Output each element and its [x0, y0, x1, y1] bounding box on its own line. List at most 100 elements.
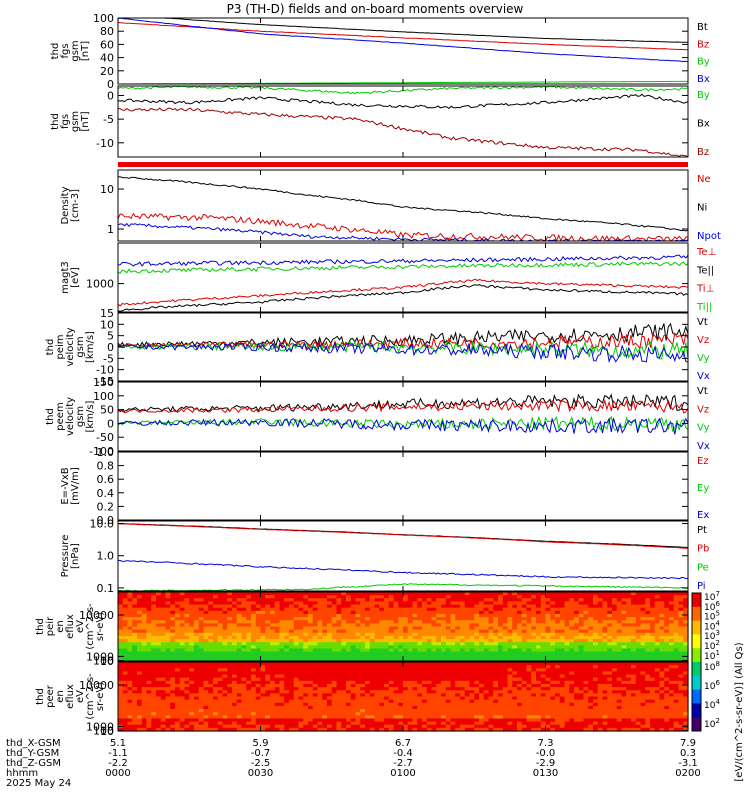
- spectrogram-cell: [450, 665, 456, 669]
- spectrogram-cell: [683, 607, 689, 612]
- spectrogram-cell: [274, 592, 281, 596]
- spectrogram-cell: [265, 727, 271, 732]
- spectrogram-cell: [222, 690, 228, 694]
- spectrogram-cell: [141, 680, 148, 685]
- spectrogram-cell: [122, 617, 129, 621]
- y-tick-label: 0.6: [97, 473, 115, 486]
- spectrogram-cell: [160, 677, 167, 682]
- spectrogram-cell: [479, 654, 485, 659]
- spectrogram-cell: [165, 721, 171, 726]
- spectrogram-cell: [431, 715, 437, 720]
- legend-item: Npot: [697, 231, 721, 242]
- spectrogram-cell: [388, 610, 395, 615]
- spectrogram-cell: [217, 617, 224, 621]
- spectrogram-cell: [141, 702, 148, 707]
- spectrogram-cell: [160, 607, 167, 612]
- spectrogram-cell: [517, 715, 523, 720]
- spectrogram-cell: [184, 671, 190, 676]
- spectrogram-cell: [460, 683, 466, 688]
- spectrogram-cell: [255, 632, 262, 637]
- spectrogram-cell: [412, 629, 418, 634]
- spectrogram-cell: [360, 671, 366, 676]
- spectrogram-cell: [241, 657, 247, 662]
- spectrogram-cell: [189, 639, 195, 643]
- spectrogram-cell: [512, 715, 518, 720]
- spectrogram-cell: [384, 601, 390, 606]
- spectrogram-cell: [659, 623, 665, 628]
- spectrogram-cell: [246, 595, 252, 599]
- spectrogram-cell: [274, 665, 281, 669]
- spectrogram-cell: [203, 639, 209, 643]
- spectrogram-cell: [203, 665, 209, 669]
- spectrogram-cell: [621, 651, 627, 656]
- spectrogram-cell: [578, 604, 585, 609]
- spectrogram-cell: [384, 592, 390, 596]
- spectrogram-cell: [526, 601, 532, 606]
- spectrogram-cell: [431, 702, 437, 707]
- spectrogram-cell: [327, 626, 333, 631]
- spectrogram-cell: [403, 607, 409, 612]
- spectrogram-cell: [265, 671, 271, 676]
- spectrogram-cell: [673, 654, 680, 659]
- spectrogram-cell: [417, 639, 423, 643]
- spectrogram-cell: [488, 629, 494, 634]
- spectrogram-cell: [436, 721, 442, 726]
- spectrogram-cell: [246, 693, 252, 698]
- spectrogram-cell: [426, 727, 433, 732]
- spectrogram-cell: [308, 642, 314, 646]
- spectrogram-cell: [422, 677, 428, 682]
- spectrogram-cell: [132, 645, 138, 650]
- spectrogram-cell: [588, 639, 594, 643]
- spectrogram-cell: [616, 613, 623, 618]
- spectrogram-cell: [160, 712, 167, 716]
- spectrogram-cell: [156, 705, 162, 710]
- spectrogram-cell: [156, 690, 162, 694]
- spectrogram-cell: [422, 674, 428, 679]
- spectrogram-cell: [141, 683, 148, 688]
- spectrogram-cell: [336, 648, 342, 653]
- spectrogram-cell: [203, 712, 209, 716]
- spectrogram-cell: [550, 718, 556, 723]
- spectrogram-cell: [189, 601, 195, 606]
- spectrogram-cell: [203, 680, 209, 685]
- spectrogram-cell: [502, 642, 509, 646]
- spectrogram-cell: [460, 718, 466, 723]
- spectrogram-cell: [270, 629, 276, 634]
- spectrogram-cell: [308, 651, 314, 656]
- spectrogram-cell: [203, 613, 209, 618]
- spectrogram-cell: [293, 648, 300, 653]
- spectrogram-cell: [526, 626, 532, 631]
- spectrogram-cell: [179, 657, 186, 662]
- spectrogram-cell: [198, 657, 205, 662]
- spectrogram-cell: [327, 639, 333, 643]
- spectrogram-cell: [507, 674, 513, 679]
- spectrogram-cell: [265, 598, 271, 603]
- spectrogram-cell: [198, 604, 205, 609]
- spectrogram-cell: [412, 639, 418, 643]
- spectrogram-cell: [122, 648, 129, 653]
- spectrogram-cell: [436, 592, 442, 596]
- spectrogram-cell: [255, 642, 262, 646]
- spectrogram-cell: [512, 683, 518, 688]
- spectrogram-cell: [213, 721, 219, 726]
- spectrogram-cell: [298, 623, 304, 628]
- spectrogram-cell: [308, 677, 314, 682]
- spectrogram-cell: [654, 657, 661, 662]
- spectrogram-cell: [308, 632, 314, 637]
- spectrogram-cell: [545, 651, 551, 656]
- spectrogram-cell: [436, 635, 442, 640]
- spectrogram-cell: [151, 677, 157, 682]
- spectrogram-cell: [502, 674, 509, 679]
- spectrogram-cell: [198, 635, 205, 640]
- spectrogram-cell: [498, 727, 504, 732]
- spectrogram-cell: [217, 727, 224, 732]
- spectrogram-cell: [431, 626, 437, 631]
- spectrogram-cell: [431, 607, 437, 612]
- spectrogram-cell: [156, 645, 162, 650]
- spectrogram-cell: [393, 613, 399, 618]
- spectrogram-cell: [384, 668, 390, 673]
- spectrogram-cell: [341, 651, 347, 656]
- spectrogram-cell: [265, 705, 271, 710]
- spectrogram-cell: [213, 724, 219, 729]
- spectrogram-cell: [412, 718, 418, 723]
